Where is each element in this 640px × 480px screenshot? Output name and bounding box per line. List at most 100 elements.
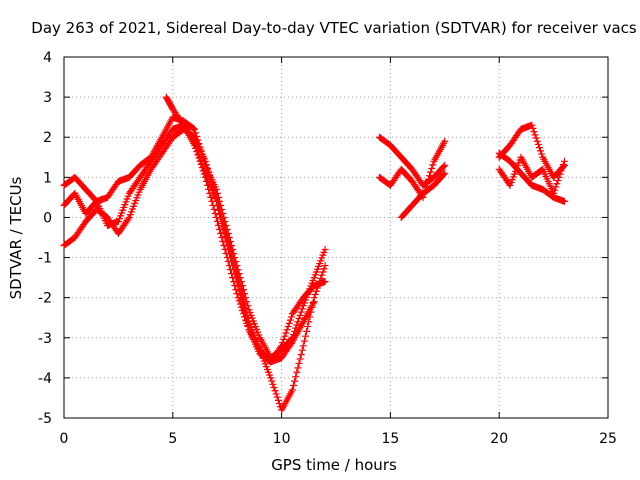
data-point (237, 303, 245, 311)
data-point (219, 238, 227, 246)
data-point (423, 179, 431, 187)
data-point (552, 183, 560, 191)
data-point (426, 172, 434, 180)
data-point (208, 197, 216, 205)
data-point (225, 262, 233, 270)
y-axis-label: SDTVAR / TECUs (7, 176, 25, 299)
data-point (240, 296, 248, 304)
data-point (220, 242, 228, 250)
data-point (209, 183, 217, 191)
data-point (206, 189, 214, 197)
grid (64, 57, 608, 418)
data-point (197, 160, 205, 168)
data-point (270, 384, 278, 392)
data-point (290, 382, 298, 390)
x-axis: 0 5 10 15 20 25 (60, 57, 617, 447)
data-point (236, 282, 244, 290)
data-point (228, 270, 236, 278)
data-point (277, 343, 285, 351)
series-arc-10 (495, 149, 568, 205)
data-point (238, 307, 246, 315)
data-point (274, 396, 282, 404)
data-point (320, 265, 328, 273)
data-point (319, 268, 327, 276)
data-point (424, 175, 432, 183)
data-point (559, 160, 567, 168)
data-point (440, 163, 448, 171)
data-point (241, 313, 249, 321)
data-point (286, 316, 294, 324)
data-point (244, 323, 252, 331)
data-point (204, 165, 212, 173)
data-point (238, 291, 246, 299)
data-point (217, 229, 225, 237)
data-point (296, 311, 304, 319)
data-point (200, 170, 208, 178)
data-point (194, 151, 202, 159)
data-point (441, 137, 449, 145)
data-point (240, 310, 248, 318)
data-point (233, 290, 241, 298)
data-point (441, 169, 449, 177)
data-point (318, 271, 326, 279)
y-axis: -5 -4 -3 -2 -1 0 1 2 3 4 (38, 50, 608, 427)
data-point (222, 250, 230, 258)
data-point (196, 157, 204, 165)
data-point (538, 150, 546, 158)
data-point (210, 205, 218, 213)
data-point (205, 185, 213, 193)
data-point (203, 177, 211, 185)
data-point (428, 165, 436, 173)
data-point (531, 131, 539, 139)
x-tick-label: 5 (168, 431, 177, 447)
y-tick-label: -5 (38, 411, 52, 427)
data-point (295, 359, 303, 367)
y-tick-label: 2 (43, 130, 52, 146)
data-point (236, 300, 244, 308)
data-point (229, 274, 237, 282)
data-point (273, 393, 281, 401)
data-point (314, 284, 322, 292)
data-point (304, 323, 312, 331)
data-point (530, 128, 538, 136)
y-tick-label: 4 (43, 50, 52, 66)
data-point (268, 377, 276, 385)
data-point (553, 180, 561, 188)
series-arc-2 (60, 121, 329, 366)
data-point (295, 315, 303, 323)
data-point (298, 305, 306, 313)
data-point (207, 175, 215, 183)
data-point (204, 181, 212, 189)
data-point (232, 286, 240, 294)
data-point (316, 278, 324, 286)
data-point (528, 121, 536, 129)
series-arc-8 (495, 121, 568, 181)
data-point (231, 282, 239, 290)
data-point (281, 332, 289, 340)
data-point (243, 319, 251, 327)
data-point (285, 319, 293, 327)
data-point (440, 171, 448, 179)
x-tick-label: 15 (381, 431, 399, 447)
data-point (284, 323, 292, 331)
data-point (299, 342, 307, 350)
data-point (298, 346, 306, 354)
data-point (537, 147, 545, 155)
data-point (210, 186, 218, 194)
data-point (234, 294, 242, 302)
data-point (532, 134, 540, 142)
y-tick-label: 3 (43, 90, 52, 106)
chart-title: Day 263 of 2021, Sidereal Day-to-day VTE… (31, 19, 637, 37)
data-point (179, 120, 187, 128)
data-point (287, 339, 295, 347)
y-tick-label: -4 (38, 371, 52, 387)
data-point (297, 351, 305, 359)
data-point (302, 332, 310, 340)
data-point (321, 262, 329, 270)
y-tick-label: 1 (43, 170, 52, 186)
data-point (282, 329, 290, 337)
data-point (441, 161, 449, 169)
data-point (214, 221, 222, 229)
data-series (60, 93, 568, 414)
data-point (556, 170, 564, 178)
